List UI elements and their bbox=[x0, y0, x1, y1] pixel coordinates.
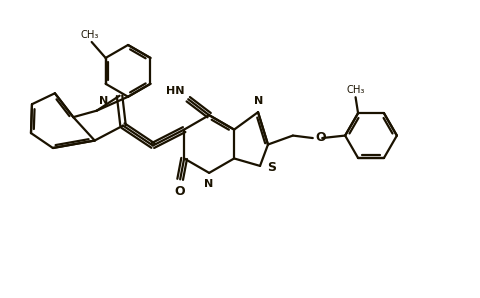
Text: N: N bbox=[253, 96, 263, 106]
Text: CH₃: CH₃ bbox=[346, 85, 364, 95]
Text: O: O bbox=[175, 185, 185, 198]
Text: N: N bbox=[98, 96, 108, 106]
Text: N: N bbox=[203, 179, 212, 189]
Text: HN: HN bbox=[166, 86, 184, 96]
Text: S: S bbox=[267, 162, 276, 174]
Text: O: O bbox=[315, 131, 326, 144]
Text: CH₃: CH₃ bbox=[80, 30, 98, 40]
